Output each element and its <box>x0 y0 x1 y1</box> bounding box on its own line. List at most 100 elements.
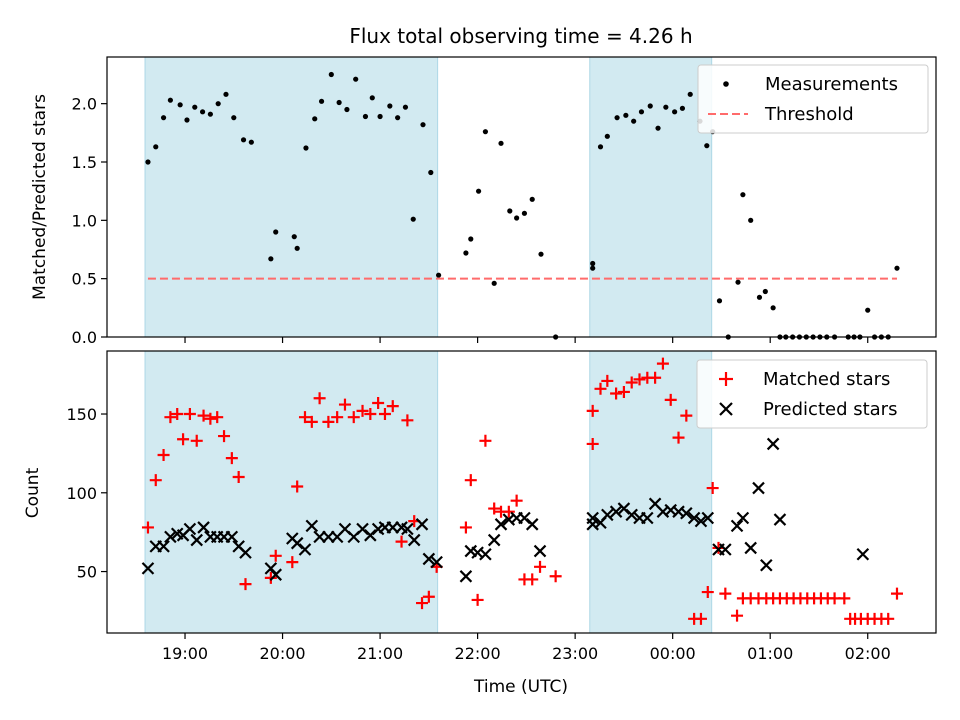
legend-matched-marker <box>719 372 733 386</box>
measurements-point-69 <box>748 217 754 223</box>
measurements-point-72 <box>770 305 776 311</box>
measurements-point-35 <box>436 272 442 278</box>
matched-stars-point-6 <box>177 433 190 446</box>
matched-stars-point-7 <box>183 408 196 421</box>
predicted-stars-point-36 <box>422 552 436 566</box>
measurements-point-10 <box>215 101 221 107</box>
observing-interval-1 <box>144 56 439 338</box>
matched-stars-point-5 <box>171 408 184 421</box>
measurements-point-23 <box>336 99 342 106</box>
observing-interval-1 <box>144 350 439 634</box>
matched-stars-point-36 <box>422 590 435 603</box>
matched-stars-point-57 <box>633 373 646 386</box>
measurements-point-37 <box>468 236 474 242</box>
measurements-point-31 <box>402 104 409 110</box>
predicted-stars-point-42 <box>487 533 501 547</box>
measurements-point-89 <box>894 265 900 271</box>
matched-stars-point-54 <box>610 387 623 400</box>
measurements-point-32 <box>410 216 416 222</box>
observing-interval-2 <box>589 56 713 338</box>
matched-stars-point-2 <box>149 474 162 487</box>
x-tick-label: 20:00 <box>259 644 305 663</box>
measurements-point-63 <box>704 143 710 149</box>
matched-stars-point-85 <box>838 592 851 605</box>
x-axis-label: Time (UTC) <box>473 677 568 697</box>
measurements-point-34 <box>428 169 434 176</box>
measurements-point-33 <box>420 122 426 128</box>
predicted-stars-point-21 <box>305 519 319 533</box>
x-tick-label: 01:00 <box>747 644 793 663</box>
measurements-point-49 <box>590 260 596 267</box>
ratio-panel-shading <box>144 56 713 338</box>
x-tick-label: 23:00 <box>552 644 598 663</box>
measurements-point-3 <box>160 115 167 121</box>
matched-stars-point-61 <box>664 393 677 406</box>
measurements-point-8 <box>199 109 206 115</box>
measurements-point-5 <box>177 102 183 108</box>
measurements-point-9 <box>207 111 213 117</box>
measurements-point-19 <box>303 145 309 151</box>
matched-stars-point-14 <box>232 471 245 484</box>
count-panel: 50 100 150 19:00 20:00 21:00 22:00 23:00 00:00 0… <box>23 350 937 697</box>
predicted-stars-point-1 <box>141 562 155 575</box>
measurements-point-61 <box>687 91 693 97</box>
measurements-point-18 <box>294 245 300 251</box>
measurements-point-46 <box>538 251 544 257</box>
matched-stars-point-48 <box>534 560 547 573</box>
matched-stars-point-29 <box>372 396 385 409</box>
predicted-stars-point-3 <box>157 540 170 553</box>
measurements-point-59 <box>672 109 678 115</box>
matched-stars-point-53 <box>601 374 614 387</box>
predicted-stars-point-17 <box>269 568 283 581</box>
predicted-stars-point-71 <box>752 481 765 495</box>
measurements-point-85 <box>865 307 871 313</box>
measurements-point-21 <box>318 98 325 104</box>
matched-stars-point-51 <box>586 404 599 417</box>
measurements-point-11 <box>223 91 229 97</box>
measurements-point-24 <box>344 106 350 113</box>
ratio-panel-y-axis: 0.0 0.5 1.0 1.5 2.0 <box>72 95 107 347</box>
matched-stars-point-33 <box>401 414 414 427</box>
matched-stars-point-38 <box>459 521 472 534</box>
matched-stars-point-55 <box>617 385 630 398</box>
measurements-point-20 <box>312 116 318 122</box>
matched-stars-point-62 <box>672 431 685 444</box>
measurements-point-17 <box>291 234 297 240</box>
measurements-point-60 <box>679 105 686 111</box>
legend-predicted-label: Predicted stars <box>763 399 897 420</box>
legend-box <box>697 64 929 134</box>
measurements-point-56 <box>647 103 653 109</box>
matched-stars-point-50 <box>586 437 599 450</box>
matched-stars-point-70 <box>731 609 744 622</box>
measurements-point-27 <box>369 95 375 101</box>
predicted-stars-point-69 <box>736 511 750 525</box>
matched-stars-point-52 <box>594 382 607 395</box>
matched-stars-point-93 <box>890 587 903 600</box>
measurements-point-71 <box>762 288 768 295</box>
measurements-point-67 <box>735 279 741 285</box>
matched-stars-point-45 <box>510 494 523 507</box>
count-panel-marks <box>142 358 903 625</box>
ratio-panel: 0.00.51.01.52.0 Matched/Predicted stars … <box>30 56 937 347</box>
matched-stars-point-10 <box>204 412 217 425</box>
predicted-stars-point-9 <box>197 521 210 534</box>
measurements-point-58 <box>663 104 669 110</box>
matched-stars-point-19 <box>291 480 304 493</box>
predicted-stars-point-43 <box>494 518 508 531</box>
legend-threshold-label: Threshold <box>764 104 854 125</box>
ratio-panel-x-ticks <box>184 337 869 343</box>
measurements-point-54 <box>631 118 637 124</box>
x-tick-label: 21:00 <box>357 644 403 663</box>
predicted-stars-point-50 <box>586 511 599 525</box>
matched-stars-point-28 <box>364 408 377 421</box>
measurements-point-29 <box>387 103 393 109</box>
predicted-stars-point-74 <box>773 513 787 526</box>
matched-stars-point-69 <box>719 587 732 600</box>
predicted-stars-point-35 <box>415 518 429 531</box>
matched-stars-point-35 <box>416 597 429 610</box>
predicted-stars-point-68 <box>730 519 744 533</box>
measurements-point-30 <box>395 115 401 121</box>
measurements-point-53 <box>623 112 629 118</box>
measurements-point-12 <box>231 115 237 121</box>
